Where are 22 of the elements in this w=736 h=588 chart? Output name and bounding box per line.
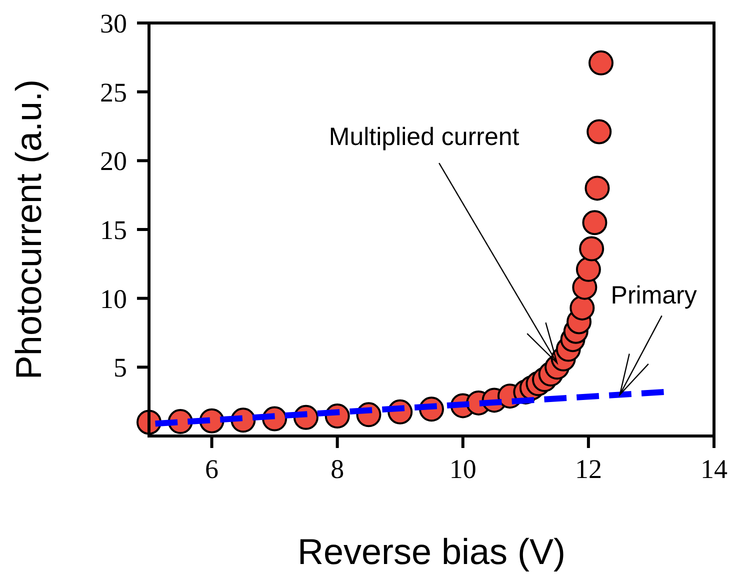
- annotation: Primary: [610, 282, 698, 310]
- point: [570, 295, 595, 320]
- point: [582, 210, 608, 236]
- x-tick-label: 8: [330, 454, 344, 484]
- x-axis-title: Reverse bias (V): [297, 531, 566, 572]
- point: [576, 256, 601, 282]
- x-tick-label: 10: [449, 454, 476, 484]
- y-tick-label: 20: [100, 146, 127, 176]
- x-tick-label: 6: [205, 454, 219, 484]
- annotation: Multiplied current: [328, 123, 520, 152]
- point: [584, 176, 610, 201]
- point: [579, 236, 604, 262]
- y-tick-label: 25: [100, 77, 127, 108]
- x-tick-label: 12: [574, 454, 602, 484]
- y-tick-label: 10: [100, 284, 127, 314]
- x-tick-label: 14: [700, 454, 728, 484]
- y-tick-label: 30: [100, 8, 127, 38]
- point: [586, 119, 612, 144]
- y-tick-label: 15: [100, 214, 127, 245]
- y-axis-title: Photocurrent (a.u.): [8, 79, 49, 380]
- point: [588, 50, 614, 76]
- y-tick-label: 5: [114, 352, 127, 383]
